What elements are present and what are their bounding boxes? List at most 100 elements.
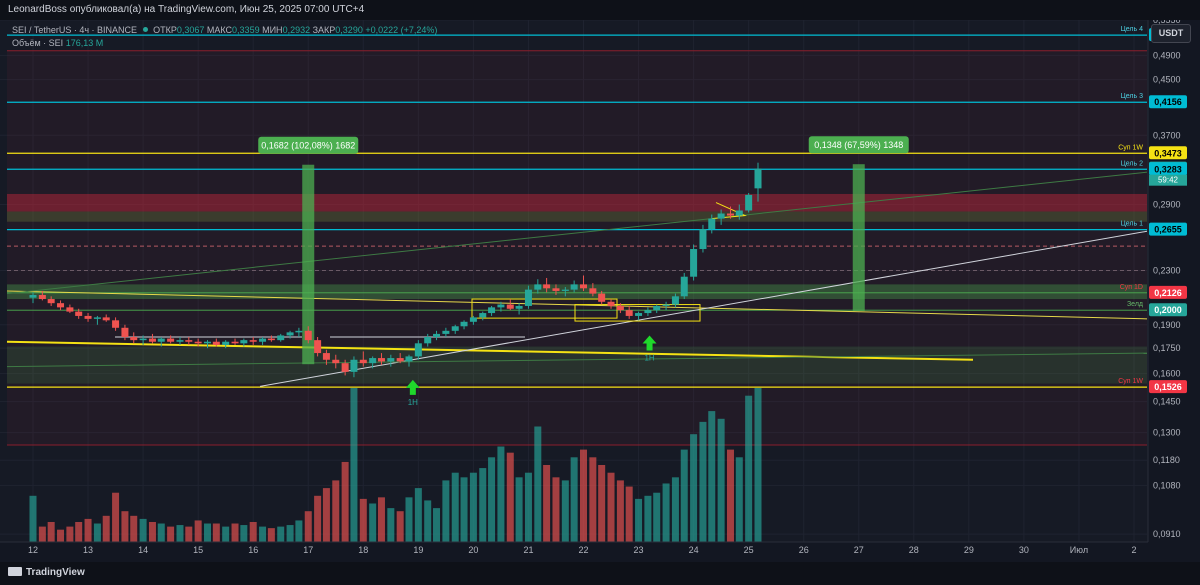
volume-bar — [625, 486, 633, 542]
volume-bar — [377, 497, 385, 542]
candle-body — [524, 289, 532, 306]
price-tick-label: 0,4900 — [1153, 50, 1181, 60]
volume-bar — [286, 525, 294, 542]
candle-body — [396, 358, 404, 362]
time-tick-label: 15 — [193, 545, 203, 555]
candle-body — [157, 338, 165, 342]
volume-bar — [497, 446, 505, 542]
symbol-legend: SEI / TetherUS · 4ч · BINANCE ОТКР0,3067… — [12, 25, 437, 35]
price-badge-text: 0,2655 — [1154, 225, 1182, 235]
volume-bar — [341, 461, 349, 542]
candle-body — [259, 338, 267, 342]
volume-bar — [249, 521, 257, 542]
candle-body — [249, 340, 257, 342]
candle-body — [212, 341, 220, 345]
candle-body — [286, 332, 294, 336]
measure-label: 0,1682 (102,08%) 1682 — [261, 141, 355, 151]
candle-body — [570, 284, 578, 290]
candle-body — [506, 304, 514, 309]
candle-body — [662, 304, 670, 306]
volume-bar — [680, 449, 688, 542]
channel-line — [6, 171, 1148, 295]
time-tick-label: Июл — [1070, 545, 1088, 555]
candle-body — [231, 341, 239, 344]
volume-bar — [534, 426, 542, 542]
candle-body — [644, 310, 652, 314]
price-tick-label: 0,0910 — [1153, 529, 1181, 539]
volume-bar — [405, 497, 413, 542]
candle-body — [424, 337, 432, 344]
branding-bar: TradingView — [0, 562, 1200, 585]
volume-bar — [387, 508, 395, 542]
candle-body — [93, 317, 101, 319]
volume-bar — [717, 418, 725, 542]
volume-bar — [662, 483, 670, 542]
arrow-label: 1H — [644, 353, 654, 362]
candle-body — [717, 213, 725, 219]
volume-bar — [93, 523, 101, 542]
publish-bar: LeonardBoss опубликовал(а) на TradingVie… — [0, 0, 1200, 20]
level-label: Суп 1W — [1118, 378, 1143, 385]
time-tick-label: 16 — [248, 545, 258, 555]
candle-body — [204, 341, 212, 344]
volume-bar — [396, 511, 404, 542]
candle-body — [176, 340, 184, 342]
volume-bar — [524, 472, 532, 542]
volume-bar — [295, 520, 303, 542]
candle-body — [38, 294, 46, 300]
candle-body — [29, 294, 37, 298]
price-tick-label: 0,1450 — [1153, 397, 1181, 407]
resistance-zone-lower — [7, 211, 1147, 222]
time-tick-label: 27 — [854, 545, 864, 555]
price-badge — [1149, 95, 1187, 109]
volume-bar — [515, 477, 523, 542]
candle-body — [369, 358, 377, 364]
price-badge-text: 0,2126 — [1154, 288, 1182, 298]
time-tick-label: 23 — [634, 545, 644, 555]
price-tick-label: 0,1080 — [1153, 480, 1181, 490]
candle-body — [726, 213, 734, 216]
candle-body — [47, 299, 55, 304]
price-badge — [1149, 222, 1187, 236]
candle-body — [75, 311, 83, 316]
close-value: 0,3290 — [335, 25, 363, 35]
volume-bar — [414, 488, 422, 542]
candle-body — [341, 363, 349, 372]
time-tick-label: 30 — [1019, 545, 1029, 555]
volume-bar — [167, 526, 175, 542]
price-badge-text: 0,4156 — [1154, 97, 1182, 107]
candle-body — [671, 296, 679, 305]
high-label: МАКС — [206, 25, 233, 35]
tradingview-logo-icon — [8, 567, 22, 576]
price-tick-label: 0,1300 — [1153, 428, 1181, 438]
price-tick-label: 0,1750 — [1153, 343, 1181, 353]
volume-bar — [451, 472, 459, 542]
currency-button[interactable]: USDT — [1151, 24, 1191, 43]
change-value: +0,0222 (+7,24%) — [365, 25, 438, 35]
measure-label: 0,1348 (67,59%) 1348 — [814, 140, 903, 150]
candle-body — [121, 327, 129, 338]
volume-bar — [84, 518, 92, 542]
candle-body — [479, 313, 487, 318]
time-axis — [0, 542, 1200, 562]
volume-bar — [332, 480, 340, 542]
price-tick-label: 0,5550 — [1153, 20, 1181, 25]
time-tick-label: 18 — [358, 545, 368, 555]
countdown-badge — [1149, 174, 1187, 186]
price-chart[interactable]: 0,1682 (102,08%) 1682 0,1348 (67,59%) 134… — [0, 20, 1200, 562]
symbol-name: SEI / TetherUS · 4ч · BINANCE — [12, 25, 138, 35]
candle-body — [708, 218, 716, 230]
candle-body — [139, 338, 147, 341]
volume-bar — [671, 477, 679, 542]
tradingview-brand: TradingView — [26, 567, 85, 578]
candle-body — [148, 338, 156, 342]
buy-arrow-icon — [642, 335, 657, 351]
time-tick-label: 21 — [523, 545, 533, 555]
resistance-zone — [7, 193, 1147, 212]
level-label: Зелд — [1127, 301, 1143, 308]
candle-body — [267, 338, 275, 341]
candle-body — [167, 338, 175, 342]
volume-bar — [552, 477, 560, 542]
open-value: 0,3067 — [176, 25, 205, 35]
time-tick-label: 19 — [413, 545, 423, 555]
